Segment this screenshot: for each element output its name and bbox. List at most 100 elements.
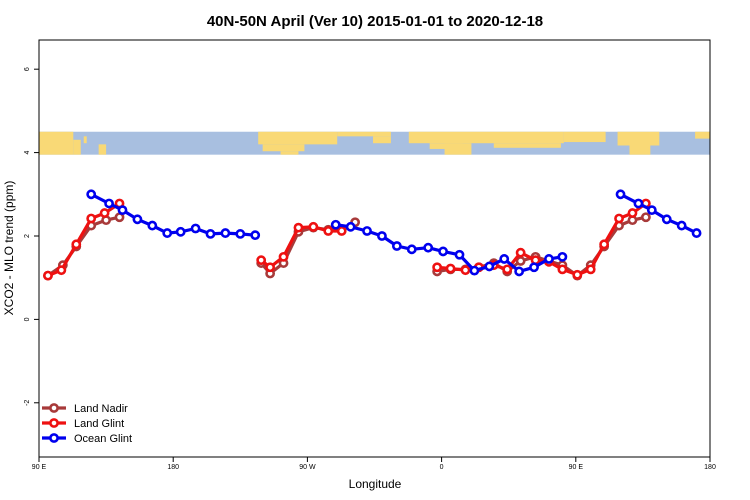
data-point-ocean-glint (499, 254, 510, 264)
data-point-land-glint (515, 247, 526, 258)
data-point-ocean-glint (423, 242, 434, 253)
data-point-ocean-glint (250, 230, 261, 241)
x-tick-label: 0 (440, 464, 444, 471)
data-point-land-nadir (640, 212, 651, 223)
data-point-ocean-glint (691, 228, 702, 238)
y-tick-label: 6 (24, 67, 31, 71)
map-land-9 (408, 131, 564, 144)
data-point-land-glint (627, 208, 638, 218)
data-point-land-glint (572, 269, 583, 280)
data-point-ocean-glint (676, 220, 687, 231)
data-point-ocean-glint (661, 214, 672, 225)
data-point-land-glint (614, 213, 624, 224)
map-land-8 (373, 136, 391, 144)
x-axis: 90 E 180 90 W 0 90 E 180 (32, 457, 716, 471)
map-land-11 (444, 143, 472, 155)
data-point-land-glint (336, 226, 347, 236)
chart-title: 40N-50N April (Ver 10) 2015-01-01 to 202… (207, 13, 543, 30)
data-point-ocean-glint (162, 228, 173, 238)
data-point-ocean-glint (557, 251, 568, 262)
data-point-ocean-glint (377, 231, 387, 241)
legend-marker (49, 418, 59, 428)
data-point-ocean-glint (484, 261, 495, 272)
data-point-land-glint (99, 208, 110, 218)
data-point-ocean-glint (86, 189, 97, 200)
data-point-ocean-glint (406, 244, 417, 255)
data-point-land-nadir (515, 256, 526, 266)
series-layer (43, 189, 702, 281)
data-point-ocean-glint (205, 229, 216, 239)
x-axis-label: Longitude (349, 477, 402, 491)
x-tick-label: 180 (167, 464, 179, 471)
map-land-4 (258, 131, 338, 145)
data-point-ocean-glint (514, 266, 525, 277)
data-point-ocean-glint (633, 198, 644, 209)
map-land-5 (262, 144, 305, 152)
data-point-ocean-glint (117, 205, 128, 216)
map-land-14 (617, 131, 660, 146)
y-axis: -2 0 2 4 6 (24, 67, 39, 406)
data-point-ocean-glint (469, 265, 480, 276)
map-land-7 (337, 131, 391, 137)
legend-item-land-nadir: Land Nadir (42, 403, 128, 415)
map-land-16 (695, 131, 710, 139)
y-tick-label: 4 (24, 151, 31, 155)
x-tick-label: 90 E (569, 464, 584, 471)
data-point-ocean-glint (454, 249, 465, 260)
data-point-ocean-glint (646, 205, 657, 216)
series-land-glint (43, 198, 651, 281)
data-point-land-glint (56, 265, 67, 276)
data-point-ocean-glint (190, 223, 201, 234)
legend-marker (49, 403, 59, 413)
data-point-ocean-glint (362, 226, 372, 236)
y-axis-label: XCO2 - MLO trend (ppm) (2, 181, 16, 316)
data-point-land-glint (308, 221, 319, 232)
data-point-ocean-glint (104, 198, 114, 209)
legend: Land Nadir Land Glint Ocean Glint (42, 403, 132, 445)
legend-marker (49, 433, 59, 443)
legend-item-land-glint: Land Glint (42, 418, 124, 430)
data-point-land-glint (502, 264, 513, 275)
y-tick-label: 2 (24, 234, 31, 238)
data-point-ocean-glint (615, 189, 626, 200)
data-point-land-glint (432, 262, 443, 273)
data-point-land-glint (460, 265, 471, 276)
map-land-3 (83, 136, 87, 144)
map-land-15 (629, 145, 651, 155)
x-tick-label: 90 W (299, 464, 316, 471)
data-point-ocean-glint (391, 241, 402, 251)
y-tick-label: 0 (24, 317, 31, 321)
legend-label: Ocean Glint (74, 433, 132, 445)
data-point-ocean-glint (330, 219, 341, 230)
map-land-0 (39, 131, 74, 155)
y-tick-label: -2 (24, 400, 31, 406)
x-tick-label: 180 (704, 464, 716, 471)
data-point-ocean-glint (544, 254, 554, 264)
data-point-land-glint (585, 264, 596, 275)
data-point-land-glint (278, 251, 289, 262)
legend-label: Land Nadir (74, 403, 128, 415)
data-point-land-glint (43, 270, 53, 281)
data-point-ocean-glint (132, 214, 143, 225)
data-point-ocean-glint (147, 220, 158, 231)
data-point-land-glint (445, 263, 456, 274)
data-point-ocean-glint (235, 229, 246, 239)
world-map-strip (39, 131, 710, 155)
data-point-land-glint (86, 213, 97, 224)
data-point-ocean-glint (529, 262, 539, 273)
data-point-ocean-glint (438, 246, 448, 257)
legend-label: Land Glint (74, 418, 124, 430)
data-point-land-glint (557, 264, 568, 275)
legend-item-ocean-glint: Ocean Glint (42, 433, 132, 445)
map-land-13 (563, 131, 606, 143)
map-land-2 (98, 144, 107, 155)
data-point-ocean-glint (220, 228, 231, 238)
x-tick-label: 90 E (32, 464, 47, 471)
map-land-1 (73, 139, 81, 155)
data-point-land-glint (599, 239, 610, 250)
map-land-6 (280, 151, 299, 155)
plot-frame (38, 39, 711, 458)
series-ocean-glint (86, 189, 702, 277)
data-point-land-glint (71, 239, 82, 250)
